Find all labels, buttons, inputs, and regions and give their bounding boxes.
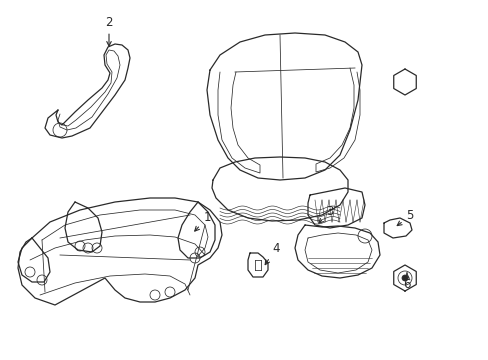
Text: 4: 4 xyxy=(264,242,279,265)
Text: 5: 5 xyxy=(396,210,413,226)
Polygon shape xyxy=(65,202,102,252)
Polygon shape xyxy=(212,157,347,221)
Polygon shape xyxy=(383,218,411,238)
Circle shape xyxy=(401,275,407,281)
Polygon shape xyxy=(307,188,364,228)
Polygon shape xyxy=(393,265,415,291)
Text: 6: 6 xyxy=(403,273,410,292)
Polygon shape xyxy=(18,238,50,282)
Polygon shape xyxy=(247,253,267,277)
Polygon shape xyxy=(18,198,222,305)
Polygon shape xyxy=(206,33,361,180)
Polygon shape xyxy=(45,44,130,138)
Text: 2: 2 xyxy=(105,15,113,46)
Polygon shape xyxy=(393,69,415,95)
Polygon shape xyxy=(178,202,215,258)
Text: 1: 1 xyxy=(194,211,210,231)
Polygon shape xyxy=(294,225,379,278)
Text: 3: 3 xyxy=(318,206,333,223)
